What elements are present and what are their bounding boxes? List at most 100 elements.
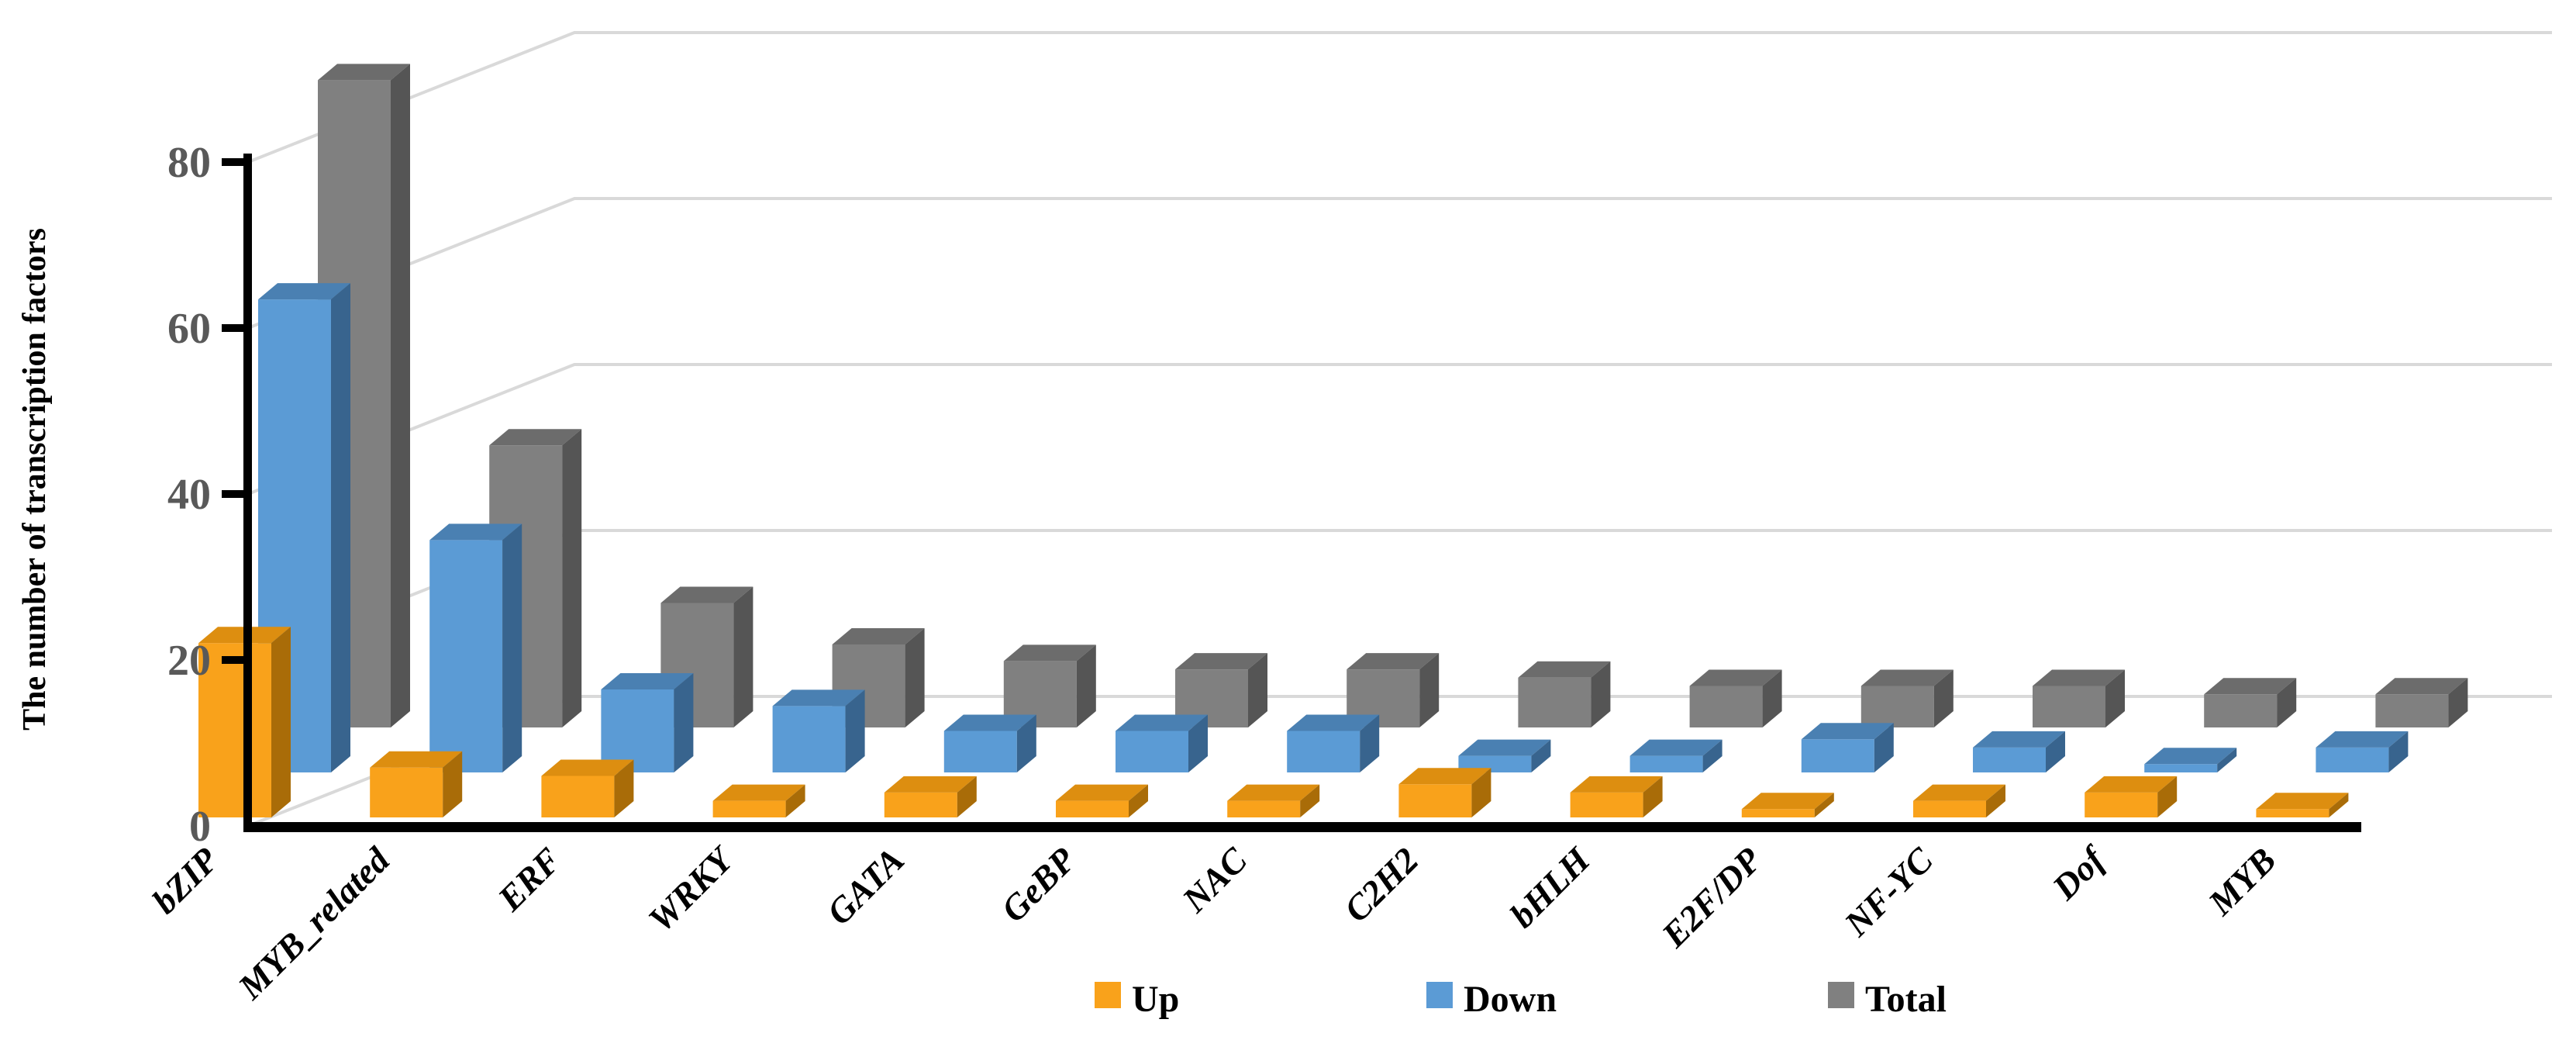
bar-down-E2F/DP [1801, 723, 1894, 772]
bar-side-face [1300, 784, 1320, 817]
x-category-label-C2H2: C2H2 [1336, 840, 1426, 930]
y-tick-label-0: 0 [189, 803, 211, 851]
bar-side-face [1531, 739, 1551, 772]
legend-swatch-up [1095, 982, 1121, 1008]
bar-top-face [2204, 678, 2297, 695]
axes [222, 154, 2361, 832]
y-tick-labels: 0 20 40 60 80 [167, 139, 211, 851]
y-tick-label-40: 40 [167, 471, 211, 519]
bar-top-face [1227, 784, 1320, 801]
bar-front-face [943, 731, 1017, 772]
bar-side-face [1986, 784, 2005, 817]
legend-label-up: Up [1132, 979, 1179, 1020]
bar-side-face [674, 673, 694, 772]
bar-front-face [2204, 694, 2278, 727]
bar-side-face [614, 759, 634, 817]
bar-up-E2F/DP [1741, 793, 1834, 817]
bar-total-MYB [2375, 678, 2468, 727]
legend-swatch-down [1426, 982, 1453, 1008]
bar-side-face [845, 689, 865, 772]
bar-top-face [2316, 731, 2409, 748]
legend-label-total: Total [1865, 979, 1947, 1020]
category-labels: bZIP MYB_related ERF WRKY GATA GeBP NAC C2H2 bHL… [144, 838, 2283, 1007]
bar-front-face [712, 800, 786, 817]
legend-swatch-total [1828, 982, 1854, 1008]
bar-side-face [1471, 768, 1491, 817]
bar-down-GATA [943, 714, 1036, 772]
bar-front-face [2033, 686, 2105, 727]
bar-total-C2H2 [1518, 661, 1611, 727]
bar-up-WRKY [712, 784, 805, 817]
bar-top-face [1003, 644, 1096, 662]
bar-top-face [2375, 678, 2468, 695]
bar-front-face [2316, 747, 2389, 772]
bar-front-face [601, 689, 674, 772]
bar-down-WRKY [772, 689, 865, 772]
bar-front-face [1347, 669, 1420, 727]
bar-side-face [1419, 653, 1440, 727]
bar-top-face [429, 523, 522, 541]
y-axis-title: The number of transcription factors [17, 228, 53, 731]
bar-side-face [1016, 714, 1036, 772]
x-category-label-Dof: Dof [2044, 838, 2115, 908]
bar-up-bHLH [1570, 776, 1663, 817]
bar-front-face [1570, 792, 1643, 817]
bar-total-GATA [1003, 644, 1096, 727]
bar-up-MYB [2256, 793, 2349, 817]
bar-side-face [1129, 784, 1148, 817]
x-axis-line [243, 822, 2361, 832]
bar-top-face [884, 776, 977, 793]
bar-top-face [1629, 739, 1723, 756]
bar-side-face [562, 429, 582, 727]
bar-top-face [489, 429, 582, 446]
bar-front-face [884, 792, 957, 817]
bar-front-face [429, 540, 503, 772]
bars [198, 64, 2468, 817]
bar-top-face [1116, 714, 1208, 731]
bar-total-GeBP [1175, 653, 1267, 727]
bar-down-C2H2 [1458, 739, 1551, 772]
x-category-label-MYB_related: MYB_related [230, 839, 398, 1007]
gridline-40 [247, 363, 2552, 496]
bar-top-face [2256, 793, 2349, 810]
bar-front-face [198, 643, 271, 817]
bar-front-face [1003, 661, 1077, 727]
x-category-label-ERF: ERF [490, 840, 569, 919]
bar-front-face [1056, 800, 1129, 817]
bar-top-face [1913, 784, 2005, 801]
bar-total-E2F/DP [1860, 669, 1954, 727]
bar-front-face [1629, 755, 1703, 772]
bar-top-face [2085, 776, 2178, 793]
bar-front-face [1913, 800, 1986, 817]
bar-top-face [318, 64, 410, 81]
bar-front-face [2375, 694, 2449, 727]
y-tick-label-60: 60 [167, 305, 211, 353]
bar-top-face [1801, 723, 1894, 740]
bar-down-MYB_related [429, 523, 522, 772]
bar-up-bZIP [198, 627, 291, 817]
bar-front-face [1227, 800, 1301, 817]
y-axis-tick [222, 656, 248, 664]
bar-top-face [1689, 669, 1782, 686]
bar-side-face [2277, 678, 2297, 727]
bar-total-NAC [1347, 653, 1440, 727]
bar-top-face [2033, 669, 2125, 686]
y-axis-tick [222, 158, 248, 166]
bar-front-face [2144, 764, 2218, 772]
bar-side-face [957, 776, 977, 817]
bar-side-face [443, 751, 463, 817]
bar-up-ERF [541, 759, 634, 817]
gridline-60 [247, 197, 2552, 330]
bar-front-face [1973, 747, 2046, 772]
bar-up-GATA [884, 776, 977, 817]
bar-side-face [2157, 776, 2178, 817]
bar-front-face [1801, 739, 1874, 772]
y-tick-label-20: 20 [167, 637, 211, 685]
bar-side-face [2388, 731, 2409, 772]
bar-up-GeBP [1056, 784, 1148, 817]
bar-top-face [1458, 739, 1551, 756]
bar-front-face [370, 767, 443, 817]
x-category-label-GeBP: GeBP [994, 839, 1084, 929]
